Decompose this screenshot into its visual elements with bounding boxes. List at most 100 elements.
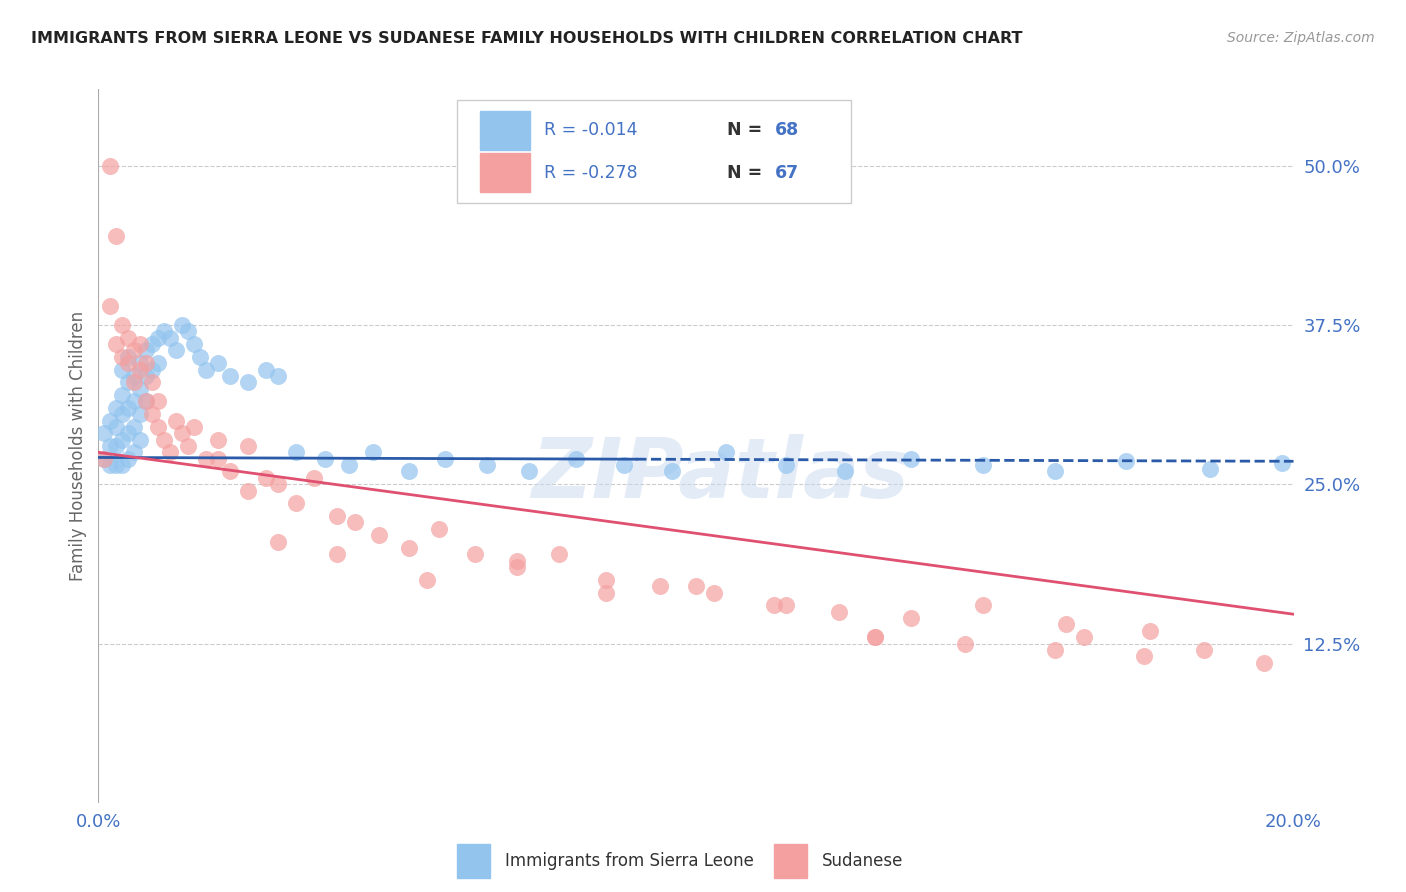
Point [1133,649,1156,664]
Point [267,477,290,491]
Point [267,368,290,383]
Point [183,337,205,351]
Point [177,439,200,453]
Point [1253,656,1275,670]
Point [865,630,887,644]
Point [165,343,187,358]
Point [188,350,211,364]
Point [775,458,797,472]
Point [236,376,259,390]
Point [368,528,391,542]
Point [117,331,139,345]
Point [129,356,152,370]
Point [141,337,163,351]
Point [135,343,157,358]
Point [129,382,152,396]
FancyBboxPatch shape [457,100,852,203]
Point [195,362,218,376]
Point [111,458,134,472]
Point [464,547,486,561]
Point [111,433,134,447]
Point [685,579,707,593]
Point [547,547,569,561]
Point [111,362,134,376]
Point [105,439,128,453]
Point [1043,465,1066,479]
Point [148,356,170,370]
Point [129,337,152,351]
Point [434,451,457,466]
Text: N =: N = [727,164,768,182]
Point [517,465,540,479]
Text: Immigrants from Sierra Leone: Immigrants from Sierra Leone [505,853,754,871]
Point [972,599,994,613]
Text: R = -0.014: R = -0.014 [544,121,638,139]
Point [284,445,307,459]
Point [172,426,194,441]
Point [100,299,122,313]
Point [1343,460,1365,475]
Point [117,451,139,466]
Text: Source: ZipAtlas.com: Source: ZipAtlas.com [1227,31,1375,45]
Point [117,350,139,364]
Point [834,465,856,479]
Point [117,376,139,390]
Text: N =: N = [727,121,768,139]
Point [135,368,157,383]
Point [972,458,994,472]
Point [105,420,128,434]
Point [129,407,152,421]
Point [129,433,152,447]
Point [775,599,797,613]
Point [117,356,139,370]
Point [1043,643,1066,657]
Point [124,394,146,409]
Point [595,585,617,599]
Point [339,458,360,472]
Point [135,394,157,409]
Point [207,433,229,447]
Point [1198,462,1220,476]
Point [93,451,115,466]
Point [284,496,307,510]
Point [93,426,115,441]
Point [762,599,785,613]
Point [714,445,737,459]
Point [100,439,122,453]
Point [302,471,325,485]
Point [219,465,242,479]
Point [703,585,725,599]
Text: ZIPatlas: ZIPatlas [531,434,908,515]
Point [506,560,529,574]
Point [1073,630,1095,644]
Text: 68: 68 [775,121,799,139]
Point [900,611,922,625]
Point [177,324,200,338]
Point [124,376,146,390]
Point [565,451,588,466]
Bar [773,844,807,879]
Point [219,368,242,383]
Text: 67: 67 [775,164,799,182]
Point [117,401,139,415]
Point [100,413,122,427]
Point [613,458,636,472]
Point [398,541,420,555]
Point [254,471,277,485]
Y-axis label: Family Households with Children: Family Households with Children [69,311,87,581]
Point [153,324,176,338]
Point [183,420,205,434]
Point [1139,624,1161,638]
Bar [479,153,530,193]
Point [1115,454,1137,468]
Point [1054,617,1078,632]
Point [105,458,128,472]
Point [865,630,887,644]
Point [141,407,163,421]
Point [427,522,450,536]
Point [236,439,259,453]
Point [595,573,617,587]
Point [111,318,134,332]
Point [267,534,290,549]
Point [165,413,187,427]
